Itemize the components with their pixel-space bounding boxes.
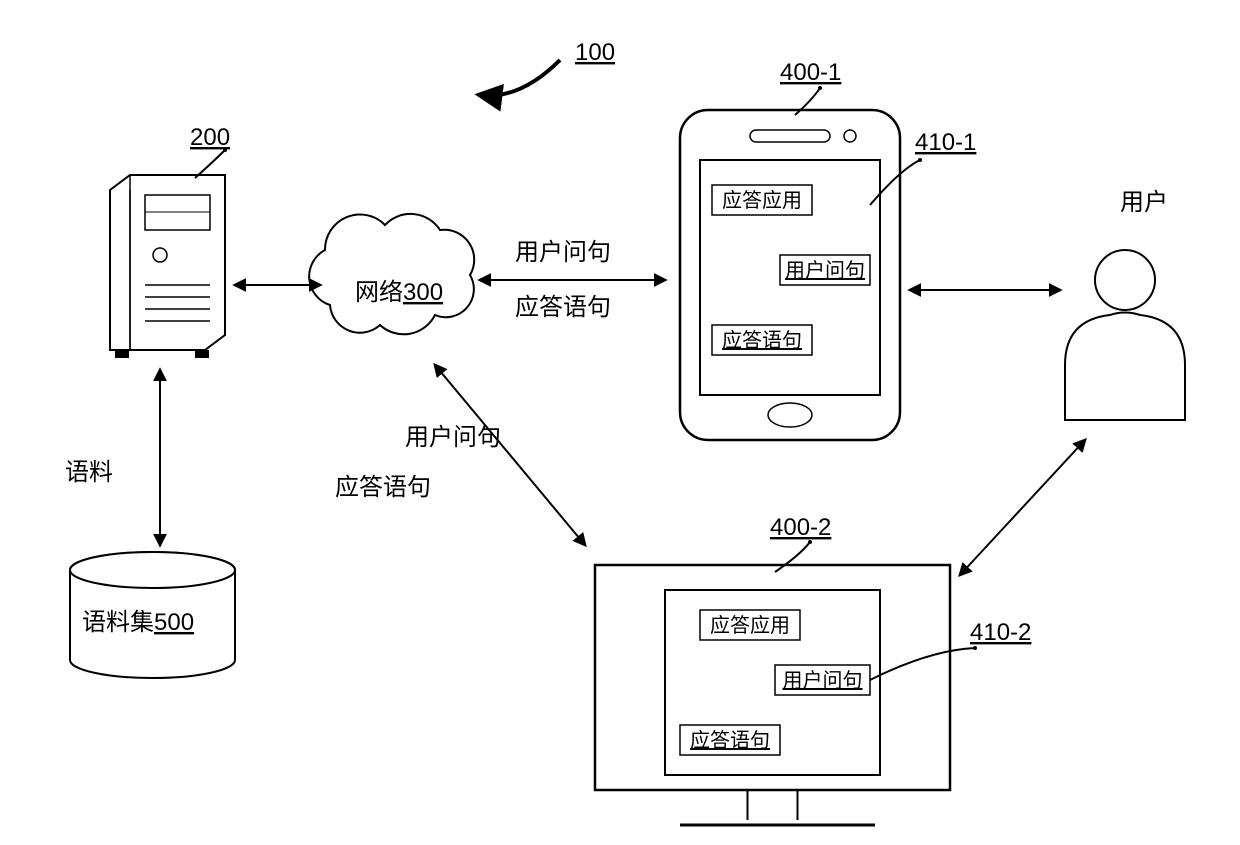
phone-item-2: 应答语句 bbox=[722, 329, 802, 352]
network-cloud bbox=[309, 214, 474, 334]
server-ref: 200 bbox=[190, 124, 230, 151]
monitor bbox=[595, 565, 950, 825]
user-figure bbox=[1065, 250, 1185, 420]
net-mon-a: 应答语句 bbox=[335, 474, 431, 501]
network-label: 网络300 bbox=[355, 279, 443, 306]
net-mon-q: 用户问句 bbox=[405, 424, 501, 451]
phone-item-0: 应答应用 bbox=[722, 189, 802, 212]
phone-item-1: 用户问句 bbox=[785, 259, 865, 282]
system-ref: 100 bbox=[575, 39, 615, 66]
corpus-label: 语料集500 bbox=[82, 609, 194, 636]
monitor-item-0: 应答应用 bbox=[710, 614, 790, 637]
net-phone-q: 用户问句 bbox=[515, 239, 611, 266]
net-phone-a: 应答语句 bbox=[515, 294, 611, 321]
user-label: 用户 bbox=[1120, 189, 1168, 216]
server bbox=[110, 175, 225, 358]
monitor-ref: 400-2 bbox=[770, 514, 831, 541]
corpus-link-label: 语料 bbox=[65, 459, 113, 486]
monitor-item-2: 应答语句 bbox=[690, 729, 770, 752]
phone-ref: 400-1 bbox=[780, 59, 841, 86]
monitor-item-1: 用户问句 bbox=[783, 669, 863, 692]
phone-screen-ref: 410-1 bbox=[915, 129, 976, 156]
monitor-screen-ref: 410-2 bbox=[970, 619, 1031, 646]
